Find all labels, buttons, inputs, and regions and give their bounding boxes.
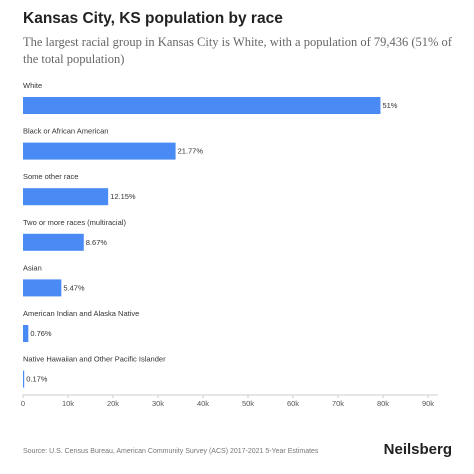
bar (23, 188, 109, 206)
category-label: American Indian and Alaska Native (23, 309, 139, 318)
bar (23, 279, 62, 297)
source: Source: U.S. Census Bureau, American Com… (23, 448, 319, 455)
value-label: 5.47% (63, 283, 85, 292)
value-label: 0.17% (26, 375, 48, 384)
x-tick-label: 50k (242, 399, 254, 408)
x-tick-label: 0 (21, 399, 25, 408)
x-tick-label: 60k (287, 399, 299, 408)
x-tick-label: 10k (62, 399, 74, 408)
bar (23, 142, 176, 160)
value-label: 12.15% (110, 192, 136, 201)
category-label: Two or more races (multiracial) (23, 218, 126, 227)
bar (23, 233, 84, 251)
chart-subtitle: The largest racial group in Kansas City … (23, 35, 452, 66)
bar (23, 97, 381, 114)
x-tick-label: 70k (332, 399, 344, 408)
category-label: White (23, 81, 42, 90)
value-label: 21.77% (178, 147, 204, 156)
category-label: Black or African American (23, 127, 108, 136)
value-label: 0.76% (30, 329, 52, 338)
x-tick-label: 90k (422, 399, 434, 408)
category-label: Native Hawaiian and Other Pacific Island… (23, 355, 166, 364)
logo: Neilsberg (384, 441, 452, 458)
x-tick-label: 30k (152, 399, 164, 408)
category-label: Asian (23, 263, 42, 272)
category-label: Some other race (23, 172, 78, 181)
bar (23, 370, 25, 388)
x-tick-label: 40k (197, 399, 209, 408)
x-tick-label: 20k (107, 399, 119, 408)
chart-title: Kansas City, KS population by race (23, 10, 283, 27)
bar (23, 325, 29, 342)
value-label: 51% (382, 101, 397, 110)
value-label: 8.67% (86, 238, 108, 247)
x-tick-label: 80k (377, 399, 389, 408)
